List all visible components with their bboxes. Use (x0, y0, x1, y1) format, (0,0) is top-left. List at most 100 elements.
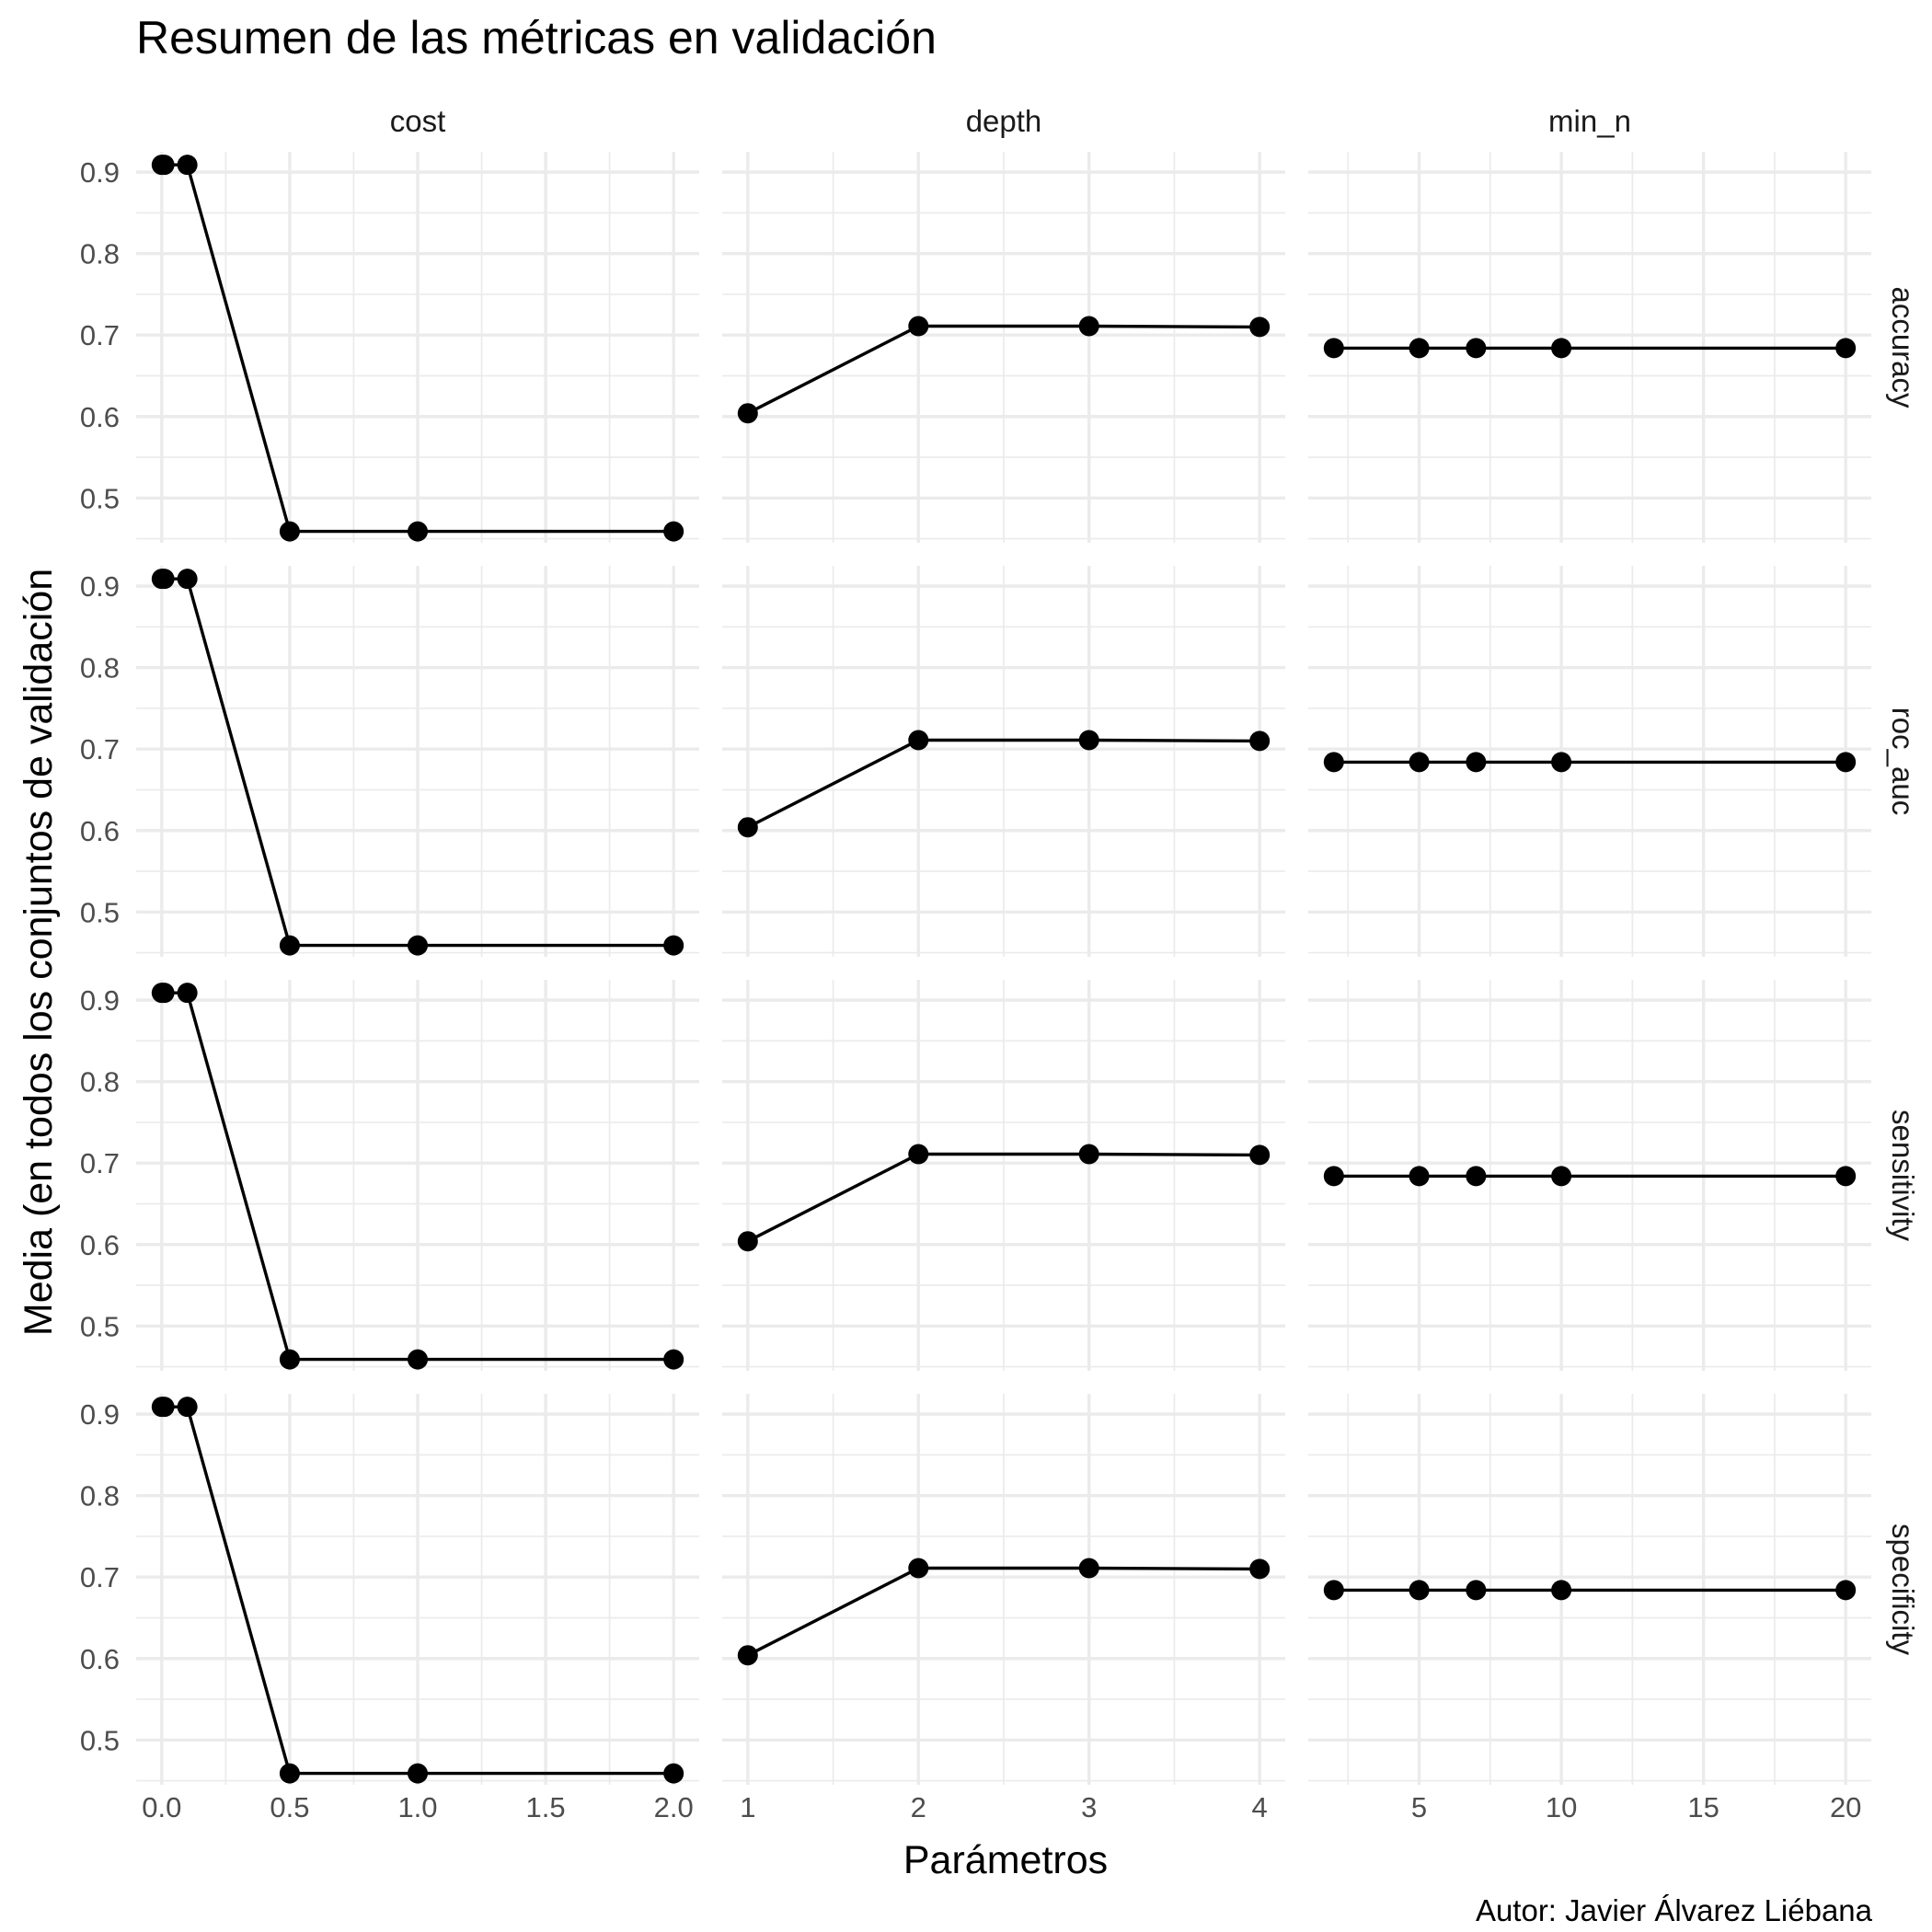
data-point (1835, 752, 1857, 773)
x-tick-labels: 0.0 0.5 1.0 1.5 2.0 1 2 3 4 5 10 15 20 (142, 1791, 1861, 1823)
x-tick-label: 2.0 (654, 1791, 694, 1823)
data-point (1249, 316, 1271, 338)
data-point (279, 1349, 300, 1370)
data-point (737, 403, 758, 424)
data-point (1551, 752, 1572, 773)
data-point (154, 1397, 175, 1418)
data-point (908, 730, 929, 751)
data-point (1835, 1166, 1857, 1187)
data-point (1249, 1144, 1271, 1166)
data-point (408, 935, 428, 956)
y-tick-labels: 0.5 0.6 0.7 0.8 0.9 0.5 0.6 0.7 0.8 0.9 0.5 0.6 0.7 0… (80, 156, 120, 1756)
x-tick-label: 0.5 (270, 1791, 309, 1823)
data-point (908, 1144, 929, 1165)
data-point (737, 1231, 758, 1252)
data-point (1078, 1144, 1099, 1165)
panel-sensitivity-cost (136, 980, 699, 1371)
x-tick-label: 1 (740, 1791, 755, 1823)
data-point (737, 817, 758, 838)
data-point (154, 983, 175, 1004)
data-point (1323, 338, 1344, 359)
data-point (1323, 1166, 1344, 1187)
data-point (279, 935, 300, 956)
y-tick-label: 0.6 (80, 1643, 120, 1675)
y-tick-label: 0.7 (80, 1561, 120, 1593)
series-line (747, 738, 1260, 829)
y-tick-label: 0.9 (80, 984, 120, 1017)
data-point (177, 155, 198, 176)
panel-specificity-min-n (1308, 1394, 1871, 1785)
x-tick-label: 10 (1546, 1791, 1577, 1823)
strip-label-sensitivity: sensitivity (1886, 1110, 1920, 1242)
panel-roc-auc-min-n (1308, 566, 1871, 957)
x-tick-label: 20 (1830, 1791, 1861, 1823)
y-tick-label: 0.8 (80, 238, 120, 270)
panel-sensitivity-min-n (1308, 980, 1871, 1371)
x-tick-label: 5 (1411, 1791, 1427, 1823)
data-point (408, 1763, 428, 1784)
data-point (408, 521, 428, 542)
series-line (747, 324, 1260, 415)
data-point (1551, 1580, 1572, 1601)
data-point (1835, 338, 1857, 359)
data-point (1409, 752, 1430, 773)
data-point (1249, 730, 1271, 752)
data-point (737, 1645, 758, 1666)
data-point (177, 983, 198, 1004)
data-point (1409, 1166, 1430, 1187)
y-tick-label: 0.6 (80, 1229, 120, 1261)
x-tick-label: 15 (1687, 1791, 1719, 1823)
y-tick-label: 0.8 (80, 652, 120, 684)
panel-accuracy-cost (136, 152, 699, 543)
data-point (1466, 1166, 1487, 1187)
y-tick-label: 0.7 (80, 733, 120, 765)
y-tick-label: 0.8 (80, 1066, 120, 1098)
data-point (1409, 1580, 1430, 1601)
panels-layer (136, 152, 1871, 1785)
data-point (408, 1349, 428, 1370)
data-point (279, 1763, 300, 1784)
y-tick-label: 0.6 (80, 815, 120, 847)
x-tick-label: 0.0 (142, 1791, 181, 1823)
caption: Autor: Javier Álvarez Liébana (1476, 1893, 1873, 1927)
data-point (279, 521, 300, 542)
y-tick-label: 0.8 (80, 1480, 120, 1512)
data-point (1323, 1580, 1344, 1601)
x-axis-title: Parámetros (903, 1838, 1108, 1882)
data-point (663, 935, 684, 956)
strip-label-specificity: specificity (1886, 1524, 1920, 1656)
y-tick-label: 0.5 (80, 896, 120, 928)
data-point (1551, 338, 1572, 359)
y-tick-label: 0.5 (80, 1724, 120, 1756)
data-point (154, 155, 175, 176)
strip-label-accuracy: accuracy (1886, 286, 1920, 408)
x-tick-label: 4 (1252, 1791, 1268, 1823)
data-point (154, 569, 175, 590)
series-line (747, 1566, 1260, 1657)
data-point (1078, 1558, 1099, 1579)
data-point (1551, 1166, 1572, 1187)
y-tick-label: 0.6 (80, 401, 120, 433)
data-point (1078, 316, 1099, 337)
data-point (1835, 1580, 1857, 1601)
data-point (1249, 1558, 1271, 1580)
x-tick-label: 1.5 (526, 1791, 566, 1823)
strip-labels: cost depth min_n accuracy roc_auc sensitivity… (390, 104, 1920, 1656)
data-point (663, 1763, 684, 1784)
panel-specificity-cost (136, 1394, 699, 1785)
data-point (663, 1349, 684, 1370)
data-point (1078, 730, 1099, 751)
y-tick-label: 0.5 (80, 482, 120, 514)
panel-accuracy-depth (722, 152, 1285, 543)
y-axis-title: Media (en todos los conjuntos de validac… (17, 569, 61, 1336)
data-point (1409, 338, 1430, 359)
data-point (177, 569, 198, 590)
y-tick-label: 0.9 (80, 156, 120, 189)
x-tick-label: 3 (1081, 1791, 1097, 1823)
x-tick-label: 2 (911, 1791, 926, 1823)
data-point (1466, 752, 1487, 773)
y-tick-label: 0.5 (80, 1310, 120, 1342)
strip-label-roc-auc: roc_auc (1886, 707, 1920, 815)
y-tick-label: 0.7 (80, 1147, 120, 1179)
